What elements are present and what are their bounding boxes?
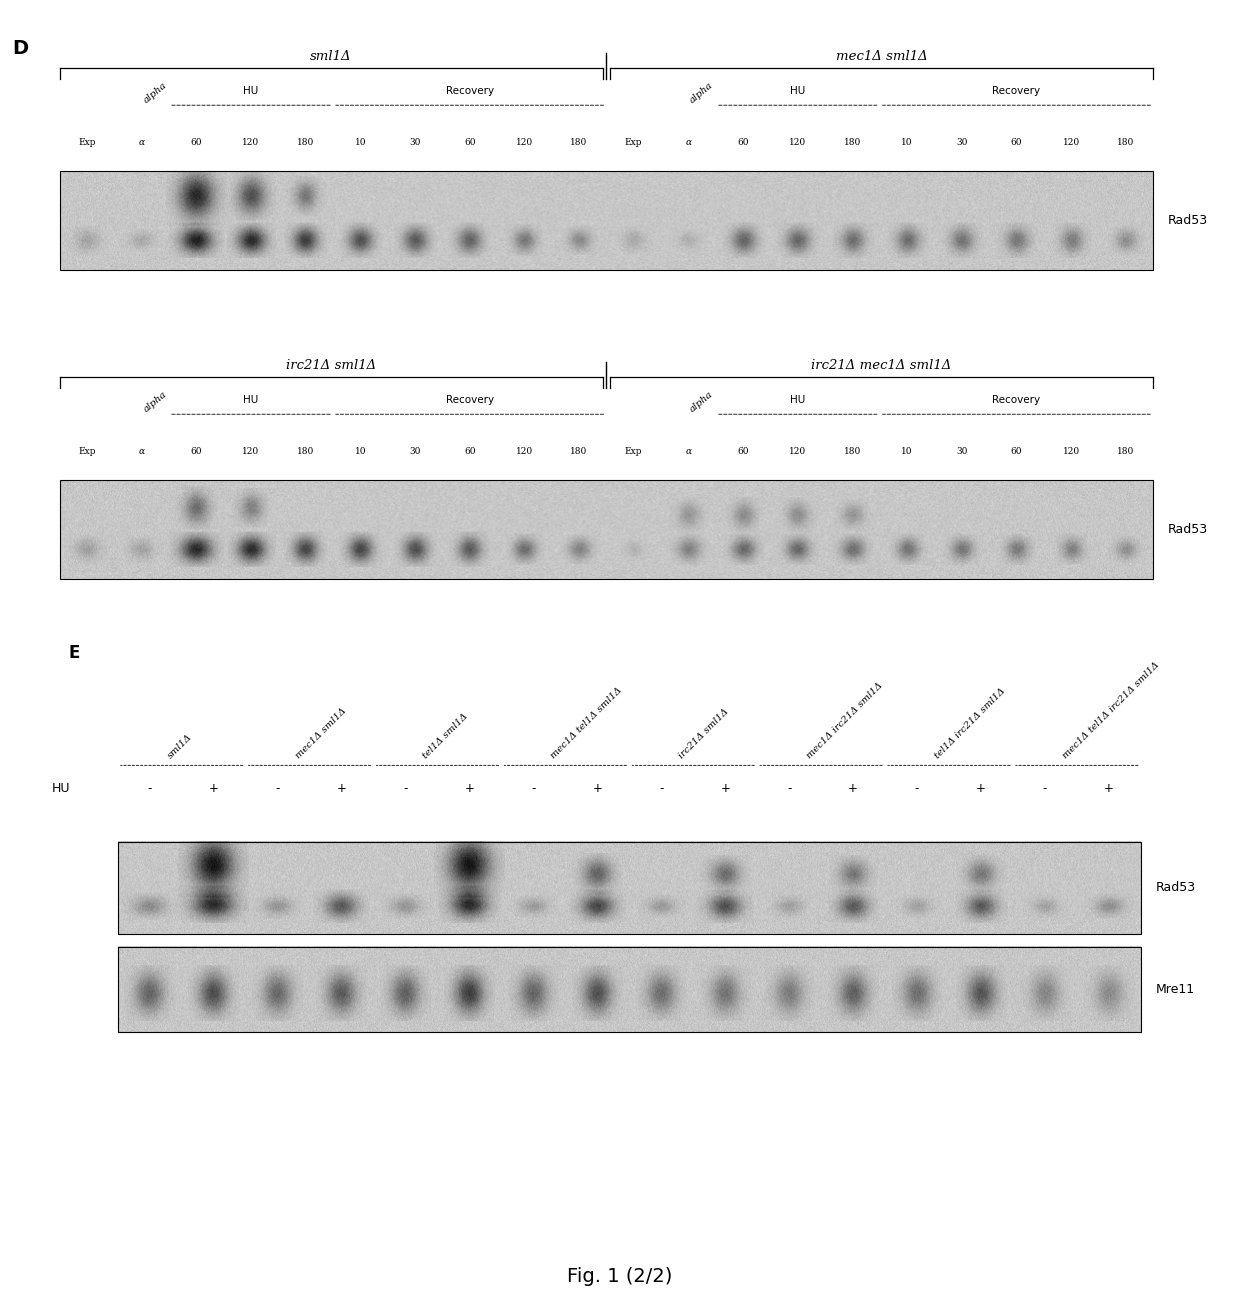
Text: 180: 180 (570, 138, 588, 147)
Text: HU: HU (243, 85, 258, 96)
Text: 10: 10 (901, 138, 913, 147)
Text: 120: 120 (1063, 447, 1080, 456)
Text: tel1Δ irc21Δ sml1Δ: tel1Δ irc21Δ sml1Δ (932, 686, 1007, 760)
Text: -: - (1043, 782, 1047, 796)
Text: alpha: alpha (688, 80, 715, 105)
Text: 180: 180 (843, 447, 861, 456)
Text: 180: 180 (843, 138, 861, 147)
Text: 10: 10 (901, 447, 913, 456)
Text: 30: 30 (409, 447, 420, 456)
Text: 10: 10 (355, 447, 366, 456)
Text: 60: 60 (191, 138, 202, 147)
Text: 60: 60 (464, 447, 475, 456)
Text: tel1Δ sml1Δ: tel1Δ sml1Δ (422, 711, 470, 760)
Text: mec1Δ sml1Δ: mec1Δ sml1Δ (836, 50, 928, 63)
Text: 180: 180 (296, 447, 314, 456)
Text: 60: 60 (191, 447, 202, 456)
Text: -: - (660, 782, 663, 796)
Text: Rad53: Rad53 (1168, 523, 1208, 535)
Text: D: D (12, 39, 29, 58)
Text: 60: 60 (1011, 447, 1022, 456)
Text: Exp: Exp (78, 138, 95, 147)
Text: 180: 180 (570, 447, 588, 456)
Text: +: + (976, 782, 986, 796)
Text: -: - (787, 782, 791, 796)
Text: α: α (139, 138, 145, 147)
Text: -: - (915, 782, 919, 796)
Text: irc21Δ sml1Δ: irc21Δ sml1Δ (286, 359, 376, 372)
Text: 120: 120 (1063, 138, 1080, 147)
Text: +: + (720, 782, 730, 796)
Text: Fig. 1 (2/2): Fig. 1 (2/2) (568, 1268, 672, 1286)
Text: HU: HU (243, 394, 258, 405)
Text: Exp: Exp (625, 447, 642, 456)
Text: Recovery: Recovery (992, 85, 1040, 96)
Text: -: - (275, 782, 280, 796)
Text: E: E (68, 644, 79, 663)
Bar (60, 480, 1153, 579)
Text: 180: 180 (1117, 447, 1135, 456)
Text: -: - (403, 782, 408, 796)
Text: mec1Δ irc21Δ sml1Δ: mec1Δ irc21Δ sml1Δ (805, 681, 884, 760)
Text: 30: 30 (956, 447, 967, 456)
Text: 120: 120 (516, 138, 533, 147)
Text: alpha: alpha (141, 80, 169, 105)
Text: 60: 60 (464, 138, 475, 147)
Text: Rad53: Rad53 (1156, 881, 1195, 894)
Text: 180: 180 (296, 138, 314, 147)
Text: α: α (686, 138, 692, 147)
Text: Exp: Exp (625, 138, 642, 147)
Text: 60: 60 (738, 447, 749, 456)
Text: +: + (593, 782, 603, 796)
Text: irc21Δ mec1Δ sml1Δ: irc21Δ mec1Δ sml1Δ (811, 359, 952, 372)
Text: mec1Δ tel1Δ irc21Δ sml1Δ: mec1Δ tel1Δ irc21Δ sml1Δ (1061, 660, 1161, 760)
Text: sml1Δ: sml1Δ (310, 50, 352, 63)
Bar (118, 842, 1141, 934)
Text: 180: 180 (1117, 138, 1135, 147)
Text: 120: 120 (789, 138, 806, 147)
Text: 60: 60 (738, 138, 749, 147)
Text: irc21Δ sml1Δ: irc21Δ sml1Δ (677, 706, 730, 760)
Text: +: + (336, 782, 346, 796)
Text: 10: 10 (355, 138, 366, 147)
Bar (118, 947, 1141, 1032)
Text: Recovery: Recovery (445, 85, 494, 96)
Text: +: + (208, 782, 218, 796)
Text: 60: 60 (1011, 138, 1022, 147)
Text: -: - (148, 782, 153, 796)
Text: α: α (686, 447, 692, 456)
Text: mec1Δ sml1Δ: mec1Δ sml1Δ (294, 706, 347, 760)
Text: Mre11: Mre11 (1156, 984, 1195, 995)
Text: 120: 120 (242, 447, 259, 456)
Text: Rad53: Rad53 (1168, 214, 1208, 226)
Text: 120: 120 (242, 138, 259, 147)
Text: mec1Δ tel1Δ sml1Δ: mec1Δ tel1Δ sml1Δ (549, 685, 624, 760)
Text: alpha: alpha (141, 389, 169, 414)
Text: sml1Δ: sml1Δ (166, 732, 193, 760)
Text: HU: HU (52, 782, 71, 796)
Bar (60, 171, 1153, 270)
Text: Recovery: Recovery (992, 394, 1040, 405)
Text: +: + (1104, 782, 1114, 796)
Text: alpha: alpha (688, 389, 715, 414)
Text: +: + (848, 782, 858, 796)
Text: 30: 30 (956, 138, 967, 147)
Text: Recovery: Recovery (445, 394, 494, 405)
Text: 120: 120 (789, 447, 806, 456)
Text: +: + (465, 782, 475, 796)
Text: HU: HU (790, 85, 805, 96)
Text: 120: 120 (516, 447, 533, 456)
Text: Exp: Exp (78, 447, 95, 456)
Text: HU: HU (790, 394, 805, 405)
Text: α: α (139, 447, 145, 456)
Text: 30: 30 (409, 138, 420, 147)
Text: -: - (531, 782, 536, 796)
